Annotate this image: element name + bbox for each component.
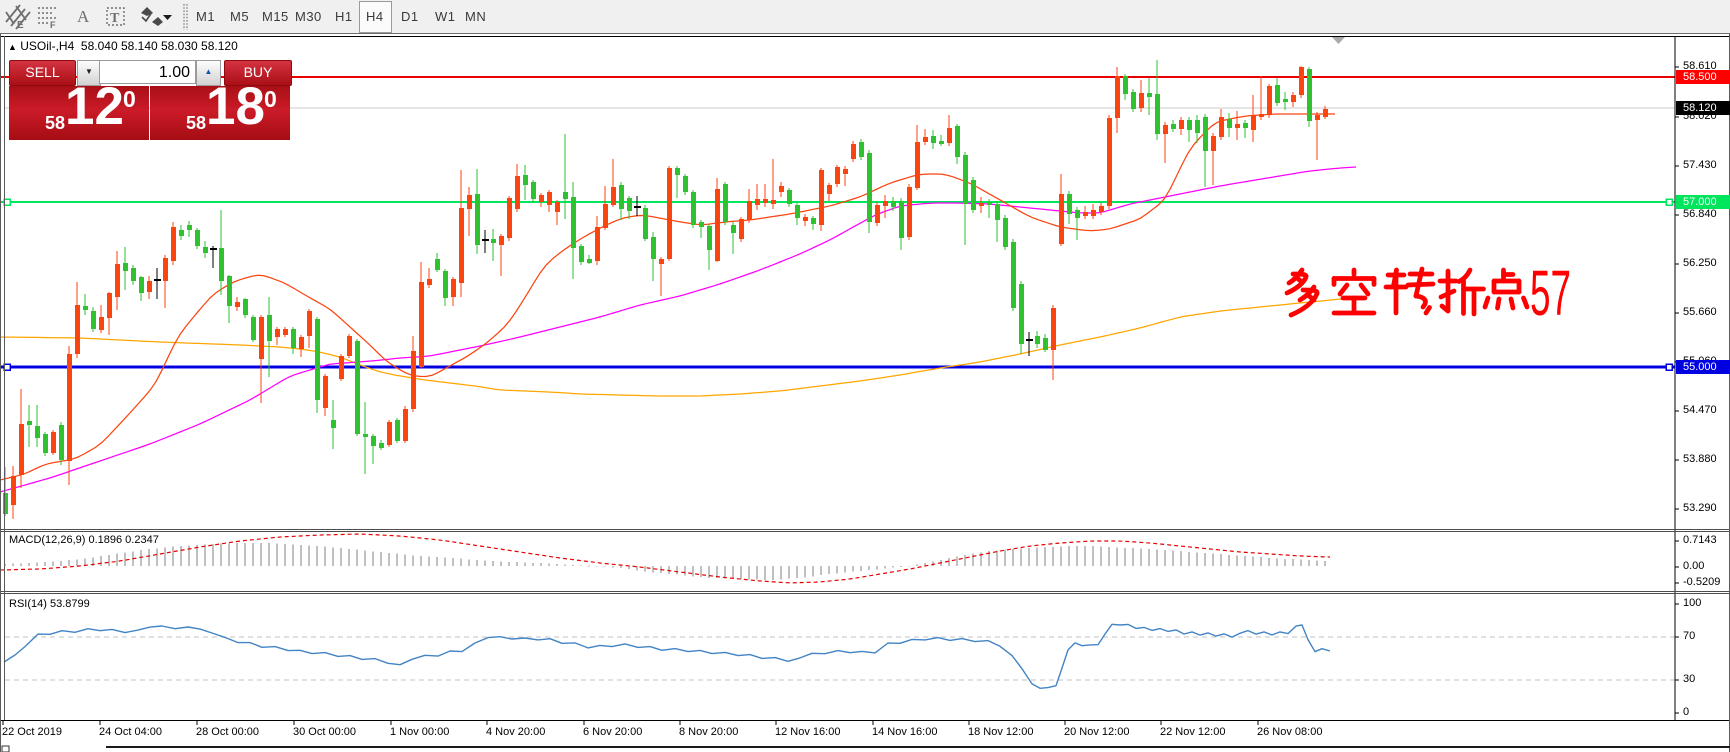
svg-text:T: T <box>110 11 120 26</box>
svg-text:57: 57 <box>1530 260 1571 329</box>
svg-text:A: A <box>77 7 90 26</box>
svg-text:F: F <box>50 20 56 30</box>
svg-text:E: E <box>17 20 24 31</box>
